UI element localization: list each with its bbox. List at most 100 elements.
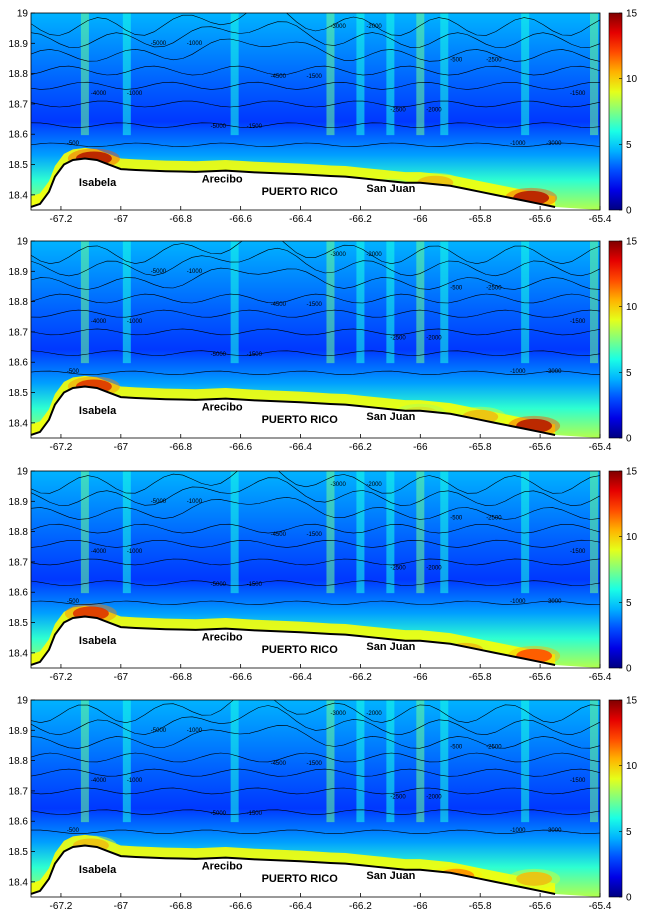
contour-line (31, 725, 600, 749)
contour-line (31, 241, 600, 265)
y-tick-label: 18.7 (9, 99, 29, 110)
contour-label: -4500 (271, 74, 287, 80)
colorbar (608, 470, 623, 669)
colorbar-tick-label: 10 (626, 74, 638, 85)
x-tick-label: -65.6 (529, 672, 552, 683)
streak (440, 471, 449, 594)
contour-label: -500 (67, 369, 80, 375)
contour-line (31, 13, 600, 36)
x-tick-label: -66.4 (289, 672, 312, 683)
contour-line (31, 558, 600, 566)
contour-line (31, 38, 600, 62)
place-label: Isabela (79, 405, 117, 417)
map-panel-3: -500 -1000 -1000 -1500 -1500 -2000 -2000 -2500 -… (0, 458, 649, 684)
contour-label: -2000 (366, 24, 382, 30)
y-tick-label: 19 (17, 237, 29, 248)
coastline (30, 615, 556, 666)
contour-line (31, 471, 600, 494)
colorbar-tick-label: 0 (626, 664, 632, 675)
contour-line (31, 21, 600, 48)
x-tick-label: -66.6 (229, 672, 252, 683)
x-tick-label: -66.8 (169, 442, 192, 453)
x-tick-label: -66.2 (349, 214, 372, 225)
y-tick-label: 18.6 (9, 588, 29, 599)
y-tick-label: 18.9 (9, 39, 29, 50)
y-tick-label: 18.5 (9, 847, 29, 858)
contour-line (31, 600, 600, 605)
contour-line (31, 705, 600, 736)
colorbar-tick-label: 10 (626, 302, 638, 313)
y-tick-label: 19 (17, 467, 29, 478)
streak (416, 241, 425, 364)
contour-label: -4000 (91, 778, 107, 784)
colorbar-tick-label: 15 (626, 237, 638, 248)
contour-label: -4000 (91, 319, 107, 325)
y-tick-label: 19 (17, 696, 29, 707)
y-tick-label: 18.8 (9, 69, 29, 80)
place-label: Arecibo (202, 861, 243, 873)
contour-label: -1500 (247, 124, 263, 130)
x-tick-label: -67 (114, 214, 129, 225)
coastal-band (31, 834, 556, 894)
contour-line (31, 768, 600, 777)
place-label: Isabela (79, 864, 117, 876)
x-tick-label: -65.6 (529, 214, 552, 225)
x-tick-label: -66.2 (349, 672, 372, 683)
contour-label: -1000 (510, 369, 526, 375)
contour-line (31, 247, 600, 277)
x-tick-label: -67 (114, 442, 129, 453)
colorbar-tick-label: 5 (626, 827, 632, 838)
y-tick-label: 18.5 (9, 160, 29, 171)
x-tick-label: -66 (413, 214, 428, 225)
streak (356, 241, 365, 364)
axes-box (30, 12, 601, 211)
contour-label: -1500 (307, 302, 323, 308)
streak (356, 471, 365, 594)
streak (416, 700, 425, 823)
contour-line (31, 580, 600, 586)
streak (440, 13, 449, 136)
contour-label: -5000 (151, 728, 167, 734)
contour-label: -1000 (187, 269, 203, 275)
streak (356, 700, 365, 823)
contour-line (31, 293, 600, 304)
contour-label: -1000 (127, 319, 143, 325)
streak (326, 13, 335, 136)
streak (521, 471, 530, 594)
contour-line (31, 81, 600, 90)
colorbar-tick-label: 0 (626, 893, 632, 904)
place-label: PUERTO RICO (262, 644, 339, 656)
streak (122, 13, 131, 136)
contour-label: -1500 (307, 74, 323, 80)
contour-label: -3000 (546, 599, 562, 605)
contour-label: -1500 (570, 778, 586, 784)
contour-label: -4000 (91, 549, 107, 555)
place-label: Arecibo (202, 174, 243, 186)
streak (122, 471, 131, 594)
map-svg: -500 -1000 -1000 -1500 -1500 -2000 -2000 -2500 -… (9, 467, 638, 684)
x-tick-label: -65.4 (589, 214, 612, 225)
streak (122, 700, 131, 823)
colorbar-tick-label: 10 (626, 761, 638, 772)
axes-box (30, 470, 601, 669)
y-tick-label: 18.9 (9, 726, 29, 737)
contour-label: -1000 (127, 91, 143, 97)
coastal-band (31, 375, 556, 435)
streak (521, 241, 530, 364)
axes-box (30, 240, 601, 439)
place-label: PUERTO RICO (262, 186, 339, 198)
contour-label: -2000 (426, 336, 442, 342)
contour-label: -3000 (330, 24, 346, 30)
streak (386, 700, 395, 823)
streak (80, 241, 89, 364)
y-tick-label: 18.7 (9, 557, 29, 568)
colorbar-tick-label: 5 (626, 368, 632, 379)
contour-label: -2000 (426, 795, 442, 801)
x-tick-label: -65.4 (589, 672, 612, 683)
contour-label: -1500 (247, 811, 263, 817)
streak (440, 241, 449, 364)
contour-label: -4500 (271, 761, 287, 767)
contour-line (31, 267, 600, 290)
colorbar-tick-label: 0 (626, 206, 632, 217)
y-tick-label: 18.4 (9, 648, 29, 659)
